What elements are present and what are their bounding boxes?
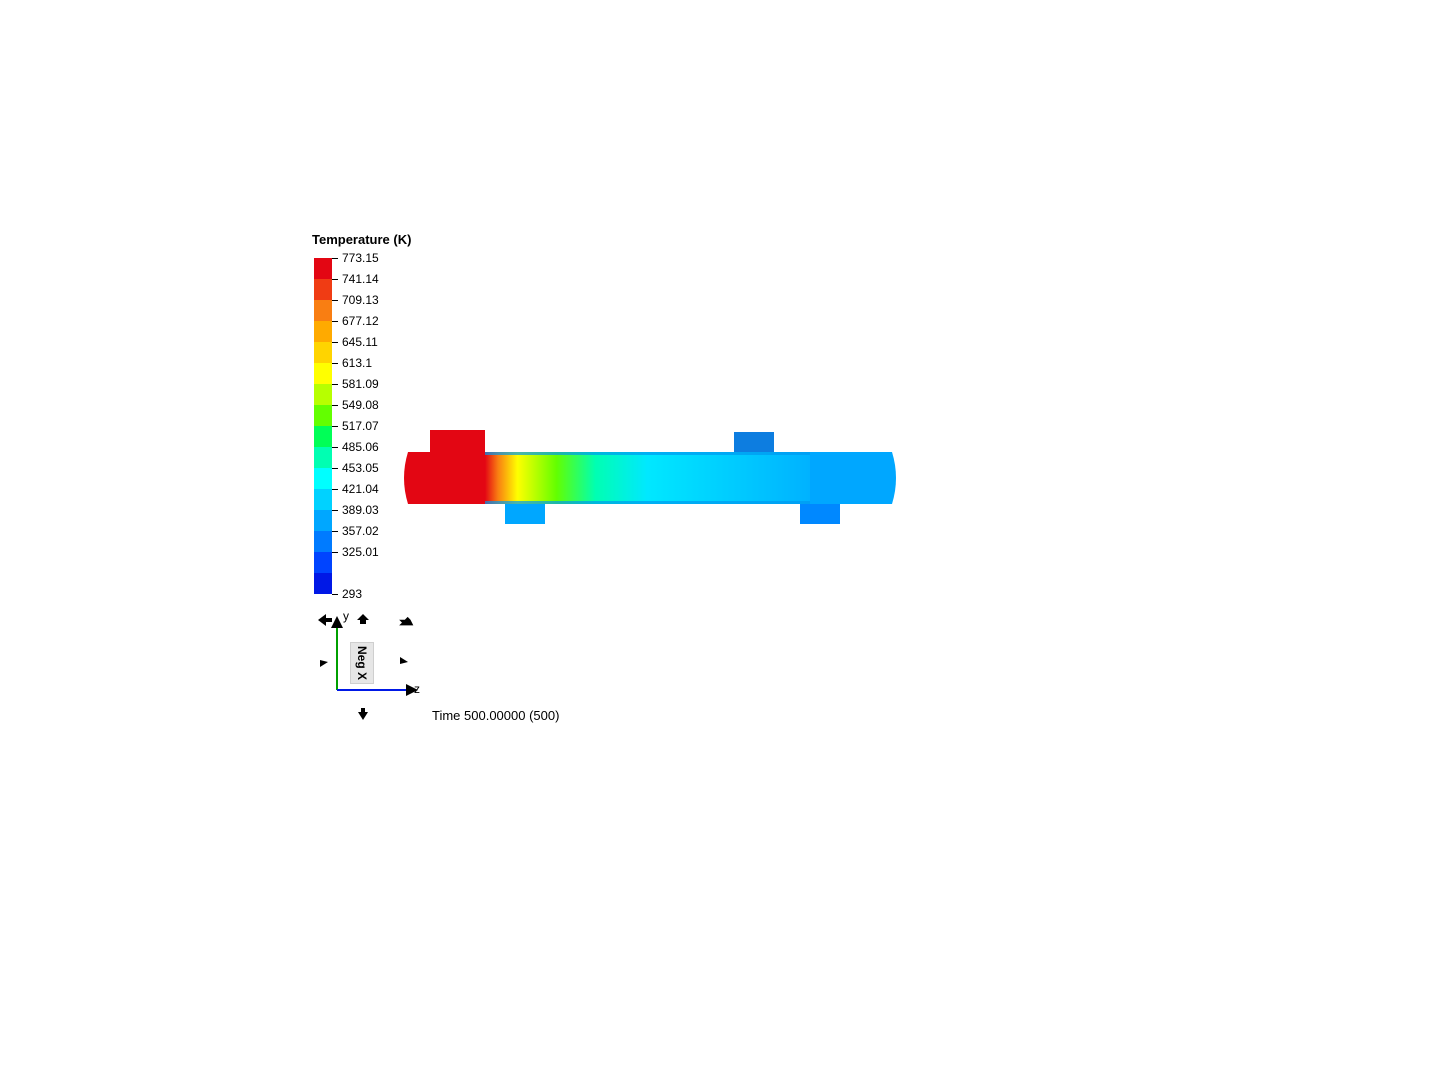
time-label: Time 500.00000 (500): [432, 708, 559, 723]
colorbar-swatch: [314, 552, 332, 573]
colorbar-tick: [332, 594, 338, 595]
colorbar-tick-label: 613.1: [342, 356, 372, 370]
colorbar-swatch: [314, 447, 332, 468]
colorbar-tick: [332, 468, 338, 469]
colorbar-tick: [332, 258, 338, 259]
colorbar-swatch: [314, 426, 332, 447]
heat-exchanger-contour: [400, 430, 900, 525]
colorbar-tick-label: 485.06: [342, 440, 379, 454]
colorbar-tick: [332, 447, 338, 448]
colorbar-tick-label: 325.01: [342, 545, 379, 559]
colorbar-tick: [332, 363, 338, 364]
colorbar-tick: [332, 531, 338, 532]
colorbar-swatch: [314, 405, 332, 426]
orientation-face-neg-x[interactable]: Neg X: [350, 642, 374, 684]
colorbar-swatch: [314, 279, 332, 300]
colorbar-tick: [332, 426, 338, 427]
colorbar-swatch: [314, 510, 332, 531]
colorbar-tick-label: 773.15: [342, 251, 379, 265]
colorbar-tick-label: 389.03: [342, 503, 379, 517]
legend-title: Temperature (K): [312, 232, 411, 247]
colorbar-tick: [332, 489, 338, 490]
colorbar-tick-label: 677.12: [342, 314, 379, 328]
colorbar-tick-label: 709.13: [342, 293, 379, 307]
colorbar-tick-label: 741.14: [342, 272, 379, 286]
colorbar-swatch: [314, 321, 332, 342]
colorbar-tick-label: 517.07: [342, 419, 379, 433]
colorbar-tick: [332, 405, 338, 406]
colorbar-tick: [332, 321, 338, 322]
colorbar-tick: [332, 300, 338, 301]
colorbar-tick-label: 581.09: [342, 377, 379, 391]
colorbar-swatch: [314, 531, 332, 552]
temperature-colorbar: [314, 258, 332, 594]
colorbar-tick-label: 549.08: [342, 398, 379, 412]
axis-label-z: z: [414, 682, 420, 696]
colorbar-swatch: [314, 342, 332, 363]
colorbar-swatch: [314, 258, 332, 279]
colorbar-tick-label: 293: [342, 587, 362, 601]
colorbar-tick: [332, 384, 338, 385]
colorbar-swatch: [314, 489, 332, 510]
colorbar-swatch: [314, 300, 332, 321]
colorbar-swatch: [314, 468, 332, 489]
colorbar-tick: [332, 279, 338, 280]
orientation-face-label: Neg X: [355, 646, 369, 680]
simulation-viewport: Temperature (K): [0, 0, 1440, 1080]
colorbar-swatch: [314, 363, 332, 384]
colorbar-tick-label: 421.04: [342, 482, 379, 496]
colorbar-swatch: [314, 573, 332, 594]
colorbar-swatch: [314, 384, 332, 405]
colorbar-tick: [332, 552, 338, 553]
colorbar-tick: [332, 510, 338, 511]
colorbar-tick: [332, 342, 338, 343]
colorbar-tick-label: 645.11: [342, 335, 378, 349]
colorbar-tick-label: 357.02: [342, 524, 379, 538]
colorbar-tick-label: 453.05: [342, 461, 379, 475]
axis-label-y: y: [343, 609, 349, 623]
